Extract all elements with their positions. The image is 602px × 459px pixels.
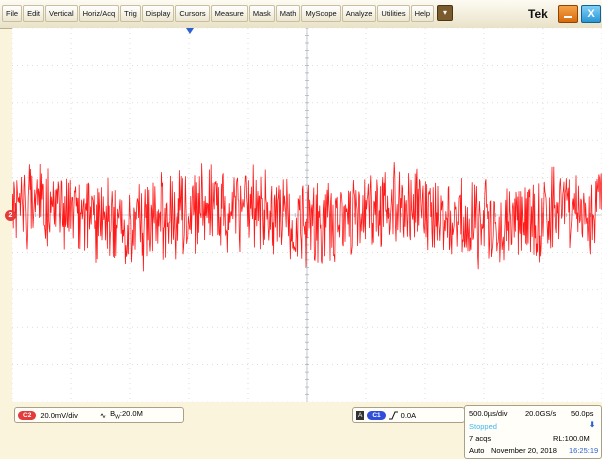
trigger-auto-mode: Auto — [469, 446, 485, 455]
menu-vertical[interactable]: Vertical — [45, 5, 78, 22]
trigger-mode: A — [356, 410, 365, 420]
acquisition-count: 7 acqs — [469, 434, 492, 443]
brand-logo: Tek — [528, 7, 548, 21]
menu-file[interactable]: File — [2, 5, 23, 22]
down-arrow-icon: ⬇ — [589, 420, 596, 429]
readout-bar: C2 20.0mV/div ∿ BW:20.0M A C1 0.0A 500.0… — [0, 402, 602, 459]
acquisition-state: Stopped — [469, 422, 497, 431]
dropdown-arrow-icon[interactable]: ▾ — [437, 5, 454, 21]
time: 16:25:19 — [569, 446, 599, 455]
channel-2-scale: 20.0mV/div — [40, 410, 78, 420]
menu-math[interactable]: Math — [275, 5, 301, 22]
close-button[interactable]: X — [581, 5, 601, 23]
menu-utilities[interactable]: Utilities — [377, 5, 410, 22]
bandwidth-filter-icon: ∿ — [99, 410, 107, 420]
minimize-icon — [564, 16, 572, 18]
channel-2-badge: C2 — [18, 410, 37, 420]
menu-mask[interactable]: Mask — [248, 5, 275, 22]
acquisition-readout[interactable]: 500.0µs/div 20.0GS/s 50.0ps Stopped ⬇ 7 … — [464, 405, 602, 459]
waveform-display[interactable] — [12, 28, 602, 402]
resolution: 50.0ps — [571, 409, 594, 418]
menu-help[interactable]: Help — [410, 5, 435, 22]
channel-2-waveform — [12, 162, 602, 272]
sample-rate: 20.0GS/s — [525, 409, 557, 418]
rising-edge-icon — [388, 411, 398, 419]
trigger-source-badge: C1 — [367, 410, 386, 420]
trigger-readout[interactable]: A C1 0.0A — [352, 407, 465, 423]
menu-trig[interactable]: Trig — [120, 5, 141, 22]
trigger-position-marker[interactable] — [186, 28, 194, 34]
channel-2-readout[interactable]: C2 20.0mV/div ∿ BW:20.0M — [14, 407, 184, 423]
menu-edit[interactable]: Edit — [23, 5, 45, 22]
menu-bar: File Edit Vertical Horiz/Acq Trig Displa… — [0, 0, 602, 29]
graticule — [12, 28, 602, 402]
timebase: 500.0µs/div — [469, 409, 508, 418]
menu-horiz-acq[interactable]: Horiz/Acq — [78, 5, 120, 22]
menu-analyze[interactable]: Analyze — [341, 5, 377, 22]
record-length: RL:100.0M — [553, 434, 590, 443]
menu-myscope[interactable]: MyScope — [301, 5, 341, 22]
menu-cursors[interactable]: Cursors — [175, 5, 210, 22]
minimize-button[interactable] — [558, 5, 578, 23]
menu-measure[interactable]: Measure — [210, 5, 248, 22]
date: November 20, 2018 — [491, 446, 557, 455]
menu-list: File Edit Vertical Horiz/Acq Trig Displa… — [2, 5, 454, 22]
menu-display[interactable]: Display — [141, 5, 175, 22]
bandwidth-limit: BW:20.0M — [110, 409, 143, 421]
trigger-level: 0.0A — [400, 410, 417, 420]
channel-2-ground-marker[interactable]: 2 — [5, 210, 16, 221]
